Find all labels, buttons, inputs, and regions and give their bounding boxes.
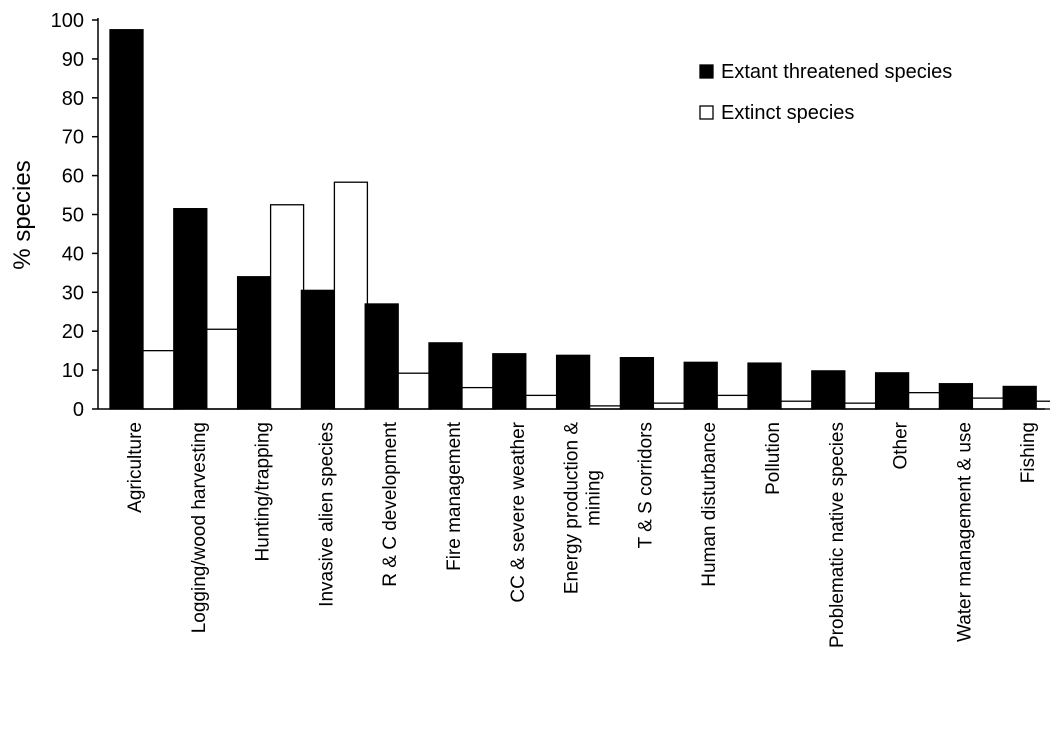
category-label: Fishing [1018, 422, 1039, 483]
axes [97, 18, 1045, 410]
bar-extant [364, 303, 399, 410]
category-label: Invasive alien species [316, 422, 337, 607]
legend-label: Extant threatened species [721, 61, 952, 83]
category-label: Energy production &mining [562, 422, 605, 594]
y-axis-ticks: 0 10 20 30 40 50 60 70 80 90 100 [51, 10, 98, 421]
bar-extant [428, 342, 463, 410]
y-tick-label: 80 [62, 88, 84, 110]
bar-extinct [269, 204, 305, 410]
y-tick-label: 10 [62, 360, 84, 382]
y-tick-label: 70 [62, 127, 84, 149]
bar-extinct [1035, 400, 1050, 410]
bar-extant [173, 208, 208, 410]
bar-extinct [907, 392, 943, 410]
y-tick-label: 100 [51, 10, 84, 32]
bar-extant [555, 354, 591, 410]
bar-extant [300, 289, 336, 410]
bar-extinct [206, 328, 241, 410]
legend-swatch-extinct [699, 105, 714, 120]
category-label: R & C development [380, 421, 401, 586]
category-label: Problematic native species [827, 422, 848, 648]
bar-extant [619, 357, 655, 410]
y-tick-label: 40 [62, 243, 84, 265]
category-labels: Agriculture Logging/wood harvesting Huntin… [125, 421, 1039, 648]
bar-extant [874, 372, 910, 410]
bar-extinct [652, 402, 688, 410]
y-axis-title: % species [9, 160, 36, 269]
legend: Extant threatened species Extinct species [699, 61, 952, 124]
y-tick-label: 50 [62, 205, 84, 227]
y-tick-label: 60 [62, 166, 84, 188]
bar-extant [938, 383, 974, 410]
bar-extinct [971, 397, 1007, 410]
category-label: Water management & use [954, 422, 975, 642]
category-label: T & S corridors [635, 422, 656, 548]
category-label: Logging/wood harvesting [189, 422, 210, 633]
bar-extant [492, 353, 527, 410]
bar-extant [683, 361, 718, 410]
bar-extant [236, 276, 272, 410]
bar-extinct [716, 394, 751, 410]
category-label: Hunting/trapping [253, 422, 274, 561]
category-label: Human disturbance [699, 422, 720, 587]
category-label: Agriculture [125, 422, 146, 513]
bar-extant [1002, 385, 1037, 410]
bar-extinct [525, 394, 560, 410]
category-label: CC & severe weather [508, 421, 529, 602]
bar-extant [811, 370, 846, 410]
bars [109, 29, 1050, 410]
bar-extinct [333, 181, 369, 410]
bar-extinct [844, 402, 879, 410]
y-tick-label: 30 [62, 282, 84, 304]
bar-extinct [461, 386, 496, 410]
category-label: Other [891, 421, 912, 469]
bar-extant [109, 29, 144, 410]
bar-extinct [780, 400, 815, 410]
bar-extant [747, 362, 782, 410]
legend-swatch-extant [699, 64, 714, 79]
y-tick-label: 0 [73, 399, 84, 421]
legend-label: Extinct species [721, 102, 854, 124]
category-label: Pollution [763, 422, 784, 495]
y-tick-label: 90 [62, 49, 84, 71]
category-label: Fire management [444, 421, 465, 571]
bar-extinct [142, 349, 177, 410]
bar-extinct [397, 372, 432, 410]
y-tick-label: 20 [62, 321, 84, 343]
